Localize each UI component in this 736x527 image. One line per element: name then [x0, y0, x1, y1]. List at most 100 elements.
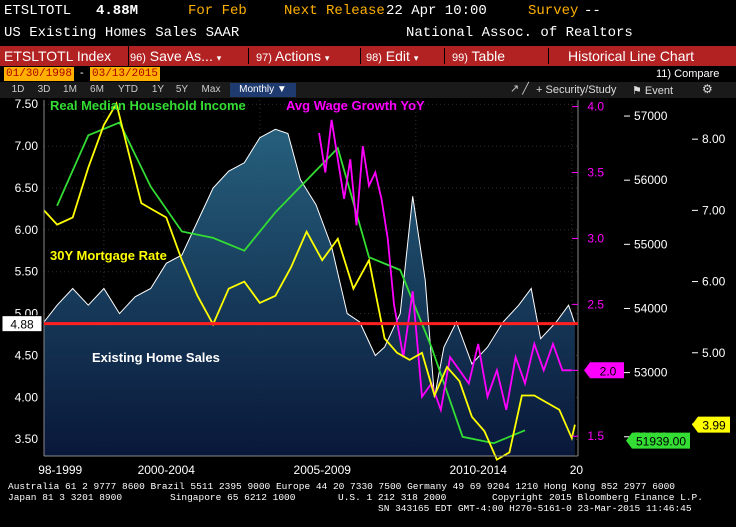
edit-label: Edit: [385, 48, 410, 64]
series-line-avg-wage-growth-yoy: [318, 119, 572, 414]
left-tick-label: 4.00: [15, 390, 39, 404]
header-bar: ETSLTOTL 4.88M For Feb Next Release 22 A…: [0, 0, 736, 20]
sales-last-value-tag: 4.88: [10, 318, 34, 332]
series-line-real-median-household-income: [56, 121, 526, 445]
left-tick-label: 6.50: [15, 181, 39, 195]
toolbar-divider: [444, 48, 445, 64]
left-tick-label: 7.00: [15, 139, 39, 153]
dropdown-icon: ▾: [216, 53, 222, 63]
footer-copyright: Copyright 2015 Bloomberg Finance L.P.: [492, 492, 703, 503]
mortgage-tick-label: 6.00: [702, 275, 726, 289]
series-group: [43, 101, 576, 461]
actions-label: Actions: [275, 48, 321, 64]
save-as-label: Save As...: [149, 48, 213, 64]
period-label: For Feb: [188, 3, 247, 19]
start-date-input[interactable]: 01/30/1998: [4, 67, 75, 81]
last-value: 4.88M: [96, 3, 139, 19]
range-1m-button[interactable]: 1M: [63, 84, 77, 95]
event-label: Event: [644, 85, 674, 97]
toolbar-divider: [248, 48, 249, 64]
footer: Australia 61 2 9777 8600 Brazil 5511 239…: [0, 481, 736, 527]
chart-type-label: Historical Line Chart: [568, 48, 695, 64]
actions-key: 97): [256, 52, 272, 64]
wage-tick-label: 2.5: [587, 297, 604, 311]
event-button[interactable]: ⚑ Event: [632, 84, 673, 97]
mortgage-tick-label: 7.00: [702, 203, 726, 217]
range-1y-button[interactable]: 1Y: [151, 84, 165, 95]
security-study-button[interactable]: + Security/Study: [536, 84, 616, 96]
left-tick-label: 7.50: [15, 98, 39, 111]
mortgage-tick-label: 5.00: [702, 346, 726, 360]
income-tick-label: 57000: [634, 109, 668, 123]
mortgage-tick-label: 8.00: [702, 132, 726, 146]
dropdown-icon: ▾: [413, 53, 419, 63]
chart-type-selector[interactable]: Historical Line Chart: [568, 46, 734, 66]
range-3d-button[interactable]: 3D: [37, 84, 51, 95]
toolbar-divider: [360, 48, 361, 64]
index-field-label: ETSLTOTL Index: [4, 48, 112, 64]
range-6m-button[interactable]: 6M: [90, 84, 104, 95]
actions-button[interactable]: 97) Actions ▾: [256, 46, 356, 66]
x-tick-label: 2005-2009: [294, 463, 352, 477]
wage-tick-label: 3.0: [587, 231, 604, 245]
x-tick-label: 98-1999: [38, 463, 82, 477]
mortgage-last-value-tag: 3.99: [702, 419, 726, 433]
sales-annotation: Existing Home Sales: [92, 350, 220, 365]
annotations: Real Median Household Income Avg Wage Gr…: [50, 98, 425, 365]
income-tick-label: 56000: [634, 173, 668, 187]
date-range-row: 01/30/1998 - 03/13/2015 11) Compare: [0, 66, 736, 82]
gear-icon[interactable]: ⚙: [702, 82, 713, 96]
security-description: US Existing Homes Sales SAAR: [4, 25, 240, 41]
income-last-value-tag-box: [626, 432, 690, 449]
save-as-key: 96): [130, 52, 146, 64]
income-annotation: Real Median Household Income: [50, 98, 246, 113]
left-tick-label: 4.50: [15, 348, 39, 362]
x-tick-label: 20: [570, 463, 584, 477]
left-tick-label: 6.00: [15, 223, 39, 237]
index-field[interactable]: ETSLTOTL Index: [0, 46, 129, 66]
frequency-dropdown[interactable]: Monthly ▼: [230, 83, 296, 97]
chart-area: 7.50 7.00 6.50 6.00 5.50 5.00 4.50 4.00 3.50 98-1…: [1, 98, 730, 477]
income-last-value-tag: 51939.00: [636, 435, 686, 449]
footer-singapore: Singapore 65 6212 1000: [170, 492, 296, 503]
edit-button[interactable]: 98) Edit ▾: [366, 46, 438, 66]
plus-icon: +: [536, 84, 546, 96]
edit-key: 98): [366, 52, 382, 64]
toolbar: ETSLTOTL Index 96) Save As... ▾ 97) Acti…: [0, 46, 736, 66]
security-study-label: Security/Study: [545, 84, 617, 96]
table-label: Table: [471, 48, 506, 64]
chart-tool-icons[interactable]: ↗ ╱: [510, 83, 529, 95]
range-ytd-button[interactable]: YTD: [118, 84, 138, 95]
wage-tick-label: 1.5: [587, 429, 604, 443]
table-button[interactable]: 99) Table: [452, 46, 542, 66]
survey-label: Survey: [528, 3, 579, 19]
income-tick-label: 53000: [634, 366, 668, 380]
income-tick-label: 55000: [634, 237, 668, 251]
range-selector-row: 1D 3D 1M 6M YTD 1Y 5Y Max Monthly ▼ ↗ ╱ …: [0, 82, 736, 98]
footer-session-info: SN 343165 EDT GMT-4:00 H270-5161-0 23-Ma…: [378, 503, 692, 514]
next-release-label: Next Release: [284, 3, 385, 19]
ticker: ETSLTOTL: [4, 3, 72, 19]
save-as-button[interactable]: 96) Save As... ▾: [130, 46, 244, 66]
wage-tick-label: 4.0: [587, 100, 604, 114]
income-tick-label: 54000: [634, 301, 668, 315]
toolbar-divider: [548, 48, 549, 64]
data-source: National Assoc. of Realtors: [406, 25, 633, 41]
axes-labels: 7.50 7.00 6.50 6.00 5.50 5.00 4.50 4.00 3.50 98-1…: [15, 98, 726, 477]
left-tick-label: 3.50: [15, 432, 39, 446]
end-date-input[interactable]: 03/13/2015: [90, 67, 161, 81]
table-key: 99): [452, 52, 468, 64]
last-value-marker: 4.88 2.0 51939.00 3.99: [1, 315, 730, 449]
left-tick-label: 5.50: [15, 265, 39, 279]
wage-last-value-tag-box: [584, 362, 624, 379]
footer-us: U.S. 1 212 318 2000: [338, 492, 447, 503]
dropdown-icon: ▾: [324, 53, 330, 63]
range-1d-button[interactable]: 1D: [11, 84, 25, 95]
compare-button[interactable]: 11) Compare: [656, 68, 720, 80]
wage-last-value-tag: 2.0: [600, 364, 617, 378]
wage-annotation: Avg Wage Growth YoY: [286, 98, 425, 113]
footer-japan: Japan 81 3 3201 8900: [8, 492, 123, 503]
range-max-button[interactable]: Max: [201, 84, 221, 95]
range-5y-button[interactable]: 5Y: [175, 84, 189, 95]
survey-value: --: [584, 3, 601, 19]
